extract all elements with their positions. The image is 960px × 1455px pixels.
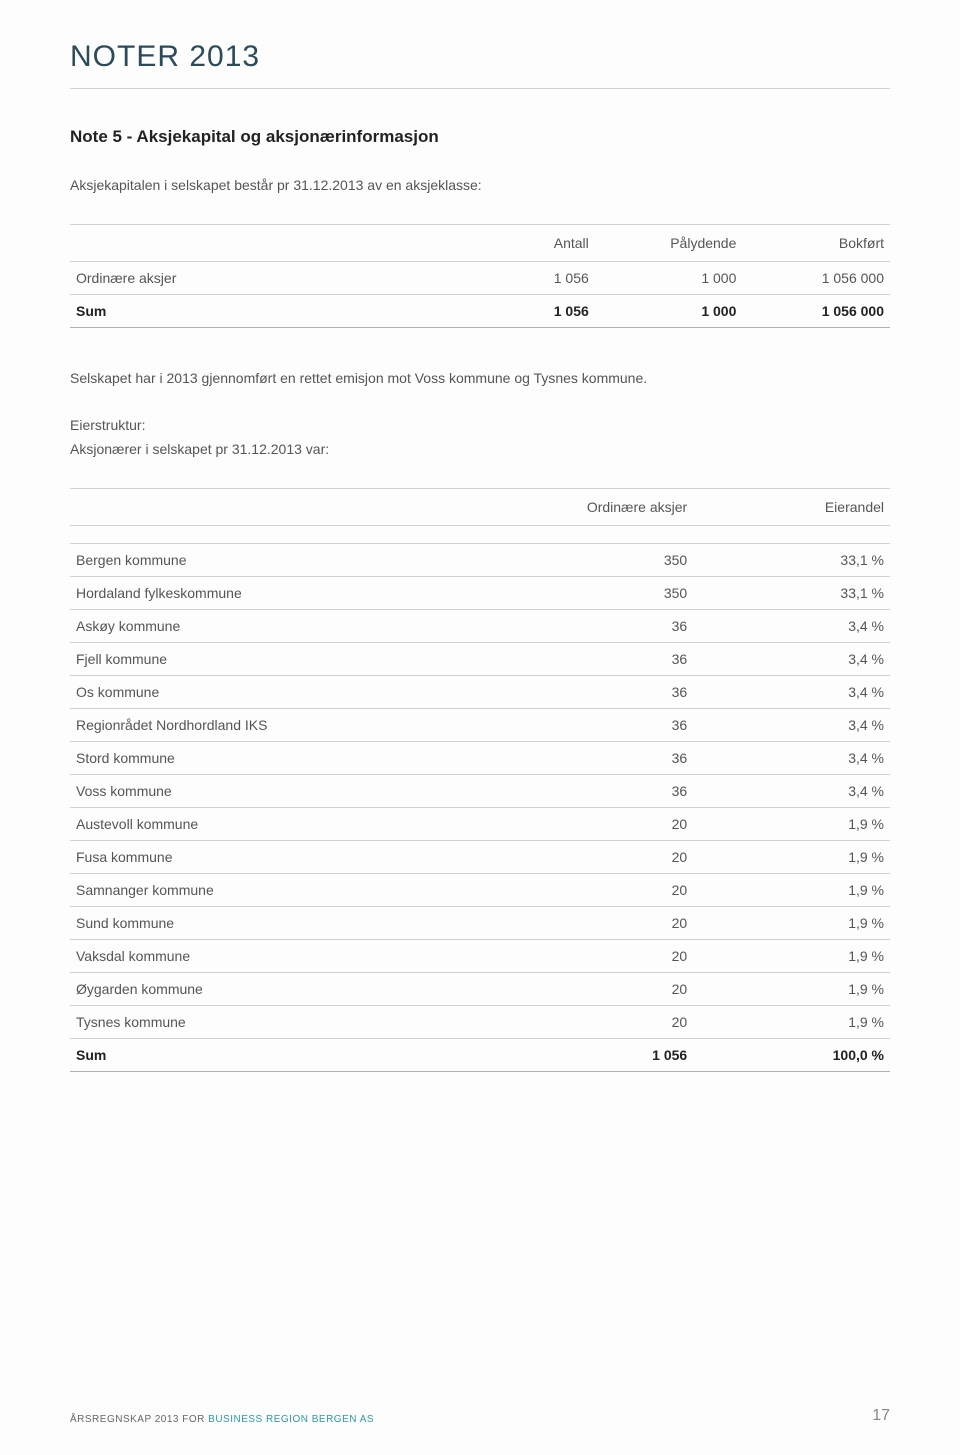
table-row: Fjell kommune363,4 % (70, 643, 890, 676)
row-label: Austevoll kommune (70, 808, 496, 841)
row-label: Os kommune (70, 676, 496, 709)
table-row: Hordaland fylkeskommune35033,1 % (70, 577, 890, 610)
row-label: Bergen kommune (70, 544, 496, 577)
row-label: Voss kommune (70, 775, 496, 808)
row-label: Vaksdal kommune (70, 940, 496, 973)
row-c2: 1,9 % (693, 1006, 890, 1039)
footer-company: BUSINESS REGION BERGEN AS (208, 1414, 374, 1425)
page-number: 17 (872, 1407, 890, 1425)
row-c3: 1 056 000 (742, 262, 890, 295)
row-c2: 33,1 % (693, 577, 890, 610)
row-c1: 20 (496, 973, 693, 1006)
col-palydende: Pålydende (595, 225, 743, 262)
title-divider (70, 88, 890, 89)
table-row: Askøy kommune363,4 % (70, 610, 890, 643)
table-row: Austevoll kommune201,9 % (70, 808, 890, 841)
row-c1: 350 (496, 544, 693, 577)
row-c2: 3,4 % (693, 775, 890, 808)
row-c2: 3,4 % (693, 610, 890, 643)
row-label: Fusa kommune (70, 841, 496, 874)
row-c2: 33,1 % (693, 544, 890, 577)
row-c1: 350 (496, 577, 693, 610)
col-antall: Antall (447, 225, 595, 262)
row-label: Tysnes kommune (70, 1006, 496, 1039)
row-c1: 36 (496, 709, 693, 742)
row-label: Samnanger kommune (70, 874, 496, 907)
table-row: Bergen kommune35033,1 % (70, 544, 890, 577)
row-label: Sund kommune (70, 907, 496, 940)
sum-c2: 100,0 % (693, 1039, 890, 1072)
row-c1: 20 (496, 874, 693, 907)
aksjonaerer-text: Aksjonærer i selskapet pr 31.12.2013 var… (70, 439, 890, 460)
row-label: Fjell kommune (70, 643, 496, 676)
spacer-row (70, 526, 890, 544)
table-row: Os kommune363,4 % (70, 676, 890, 709)
row-c1: 20 (496, 808, 693, 841)
row-c1: 20 (496, 940, 693, 973)
mid-text: Selskapet har i 2013 gjennomført en rett… (70, 368, 890, 389)
table-row: Sund kommune201,9 % (70, 907, 890, 940)
row-c2: 1,9 % (693, 808, 890, 841)
table-row-sum: Sum 1 056 1 000 1 056 000 (70, 295, 890, 328)
row-c2: 3,4 % (693, 709, 890, 742)
row-label: Askøy kommune (70, 610, 496, 643)
row-c2: 3,4 % (693, 643, 890, 676)
shareholders-table: Ordinære aksjer Eierandel Bergen kommune… (70, 488, 890, 1072)
row-c2: 1,9 % (693, 973, 890, 1006)
row-label: Øygarden kommune (70, 973, 496, 1006)
row-c1: 36 (496, 742, 693, 775)
table-row: Ordinære aksjer1 0561 0001 056 000 (70, 262, 890, 295)
table-row: Regionrådet Nordhordland IKS363,4 % (70, 709, 890, 742)
footer: ÅRSREGNSKAP 2013 FOR BUSINESS REGION BER… (70, 1414, 890, 1425)
table-row-sum: Sum 1 056 100,0 % (70, 1039, 890, 1072)
row-c2: 1 000 (595, 262, 743, 295)
table-row: Tysnes kommune201,9 % (70, 1006, 890, 1039)
table-row: Fusa kommune201,9 % (70, 841, 890, 874)
row-c1: 36 (496, 676, 693, 709)
col-blank (70, 489, 496, 526)
table-row: Voss kommune363,4 % (70, 775, 890, 808)
row-c1: 20 (496, 1006, 693, 1039)
row-c2: 1,9 % (693, 841, 890, 874)
sum-c1: 1 056 (447, 295, 595, 328)
row-c1: 36 (496, 610, 693, 643)
row-label: Ordinære aksjer (70, 262, 447, 295)
share-class-table: Antall Pålydende Bokført Ordinære aksjer… (70, 224, 890, 328)
table-row: Øygarden kommune201,9 % (70, 973, 890, 1006)
row-label: Regionrådet Nordhordland IKS (70, 709, 496, 742)
row-label: Hordaland fylkeskommune (70, 577, 496, 610)
row-c1: 20 (496, 841, 693, 874)
row-c2: 3,4 % (693, 676, 890, 709)
intro-text: Aksjekapitalen i selskapet består pr 31.… (70, 175, 890, 196)
row-label: Stord kommune (70, 742, 496, 775)
footer-prefix: ÅRSREGNSKAP 2013 FOR (70, 1414, 208, 1425)
sum-c3: 1 056 000 (742, 295, 890, 328)
sum-label: Sum (70, 1039, 496, 1072)
col-ordinaere: Ordinære aksjer (496, 489, 693, 526)
row-c1: 20 (496, 907, 693, 940)
row-c1: 36 (496, 775, 693, 808)
table-row: Samnanger kommune201,9 % (70, 874, 890, 907)
row-c2: 1,9 % (693, 907, 890, 940)
row-c1: 1 056 (447, 262, 595, 295)
sum-c2: 1 000 (595, 295, 743, 328)
row-c2: 1,9 % (693, 874, 890, 907)
page-title: NOTER 2013 (70, 40, 890, 74)
note-title: Note 5 - Aksjekapital og aksjonærinforma… (70, 127, 890, 147)
col-eierandel: Eierandel (693, 489, 890, 526)
table-row: Vaksdal kommune201,9 % (70, 940, 890, 973)
sum-label: Sum (70, 295, 447, 328)
table-row: Stord kommune363,4 % (70, 742, 890, 775)
col-bokfort: Bokført (742, 225, 890, 262)
col-blank (70, 225, 447, 262)
row-c1: 36 (496, 643, 693, 676)
row-c2: 1,9 % (693, 940, 890, 973)
eierstruktur-heading: Eierstruktur: (70, 417, 890, 433)
sum-c1: 1 056 (496, 1039, 693, 1072)
row-c2: 3,4 % (693, 742, 890, 775)
